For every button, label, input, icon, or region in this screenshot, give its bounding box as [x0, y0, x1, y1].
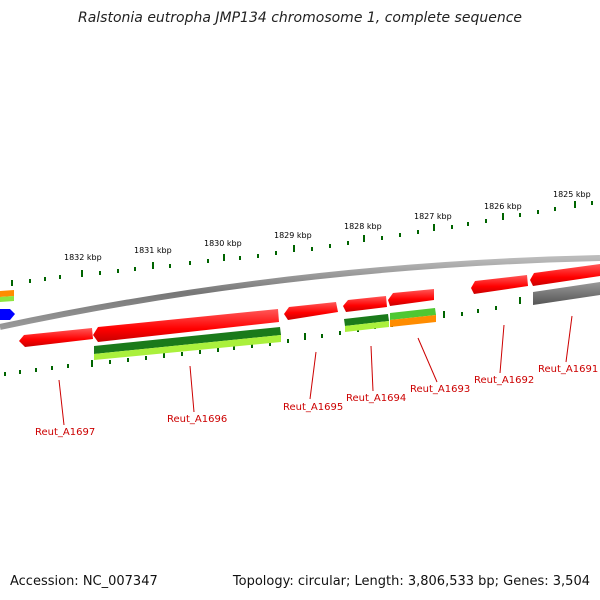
kbp-label: 1832 kbp: [64, 253, 102, 262]
gene-reut-a1695[interactable]: [284, 302, 338, 320]
gene-reut-a1693-green: [390, 308, 436, 320]
gene-label: Reut_A1696: [167, 414, 227, 425]
kbp-label: 1831 kbp: [134, 246, 172, 255]
map-title: Ralstonia eutropha JMP134 chromosome 1, …: [77, 10, 522, 26]
gene-label: Reut_A1692: [474, 375, 534, 386]
gene-green-partial: [0, 296, 14, 302]
gene-label: Reut_A1691: [538, 364, 598, 375]
gene-reut-a1692[interactable]: [471, 275, 528, 294]
topology-summary-text: Topology: circular; Length: 3,806,533 bp…: [232, 574, 590, 589]
gene-reut-a1696-lightgreen: [94, 335, 281, 360]
chromosome-backbone: [0, 255, 600, 330]
kbp-label: 1830 kbp: [204, 239, 242, 248]
kbp-label: 1826 kbp: [484, 202, 522, 211]
gene-reut-a1694-green: [344, 314, 389, 326]
gene-reut-a1693-orange: [390, 315, 436, 327]
gene-label: Reut_A1697: [35, 427, 95, 438]
gene-label: Reut_A1693: [410, 384, 470, 395]
gene-reut-a1694-lightgreen: [345, 321, 389, 332]
gene-reut-a1694-outer[interactable]: [343, 296, 387, 312]
gene-label: Reut_A1694: [346, 393, 406, 404]
gene-label: Reut_A1695: [283, 402, 343, 413]
gene-reut-a1696-green: [94, 327, 281, 354]
gene-blue-partial: [0, 309, 15, 320]
outer-tick-ring: [11, 201, 593, 286]
kbp-label: 1828 kbp: [344, 222, 382, 231]
kbp-label: 1827 kbp: [414, 212, 452, 221]
gene-reut-a1691-outer[interactable]: [530, 264, 600, 286]
gene-reut-a1693-outer[interactable]: [388, 289, 434, 306]
gene-orange-partial: [0, 290, 14, 297]
kbp-label: 1825 kbp: [553, 190, 591, 199]
accession-text: Accession: NC_007347: [10, 574, 158, 589]
gene-reut-a1696[interactable]: [93, 309, 279, 342]
kbp-label: 1829 kbp: [274, 231, 312, 240]
gene-reut-a1697[interactable]: [19, 328, 93, 347]
gene-reut-a1691-gray[interactable]: [533, 282, 600, 305]
gene-leader-lines: [58, 315, 573, 426]
